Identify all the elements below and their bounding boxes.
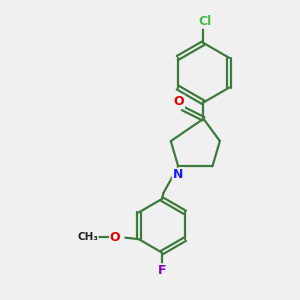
Text: O: O — [174, 95, 184, 108]
Text: F: F — [158, 264, 166, 277]
Text: CH₃: CH₃ — [77, 232, 98, 242]
Text: O: O — [110, 231, 120, 244]
Text: Cl: Cl — [198, 15, 212, 28]
Text: N: N — [172, 168, 183, 181]
